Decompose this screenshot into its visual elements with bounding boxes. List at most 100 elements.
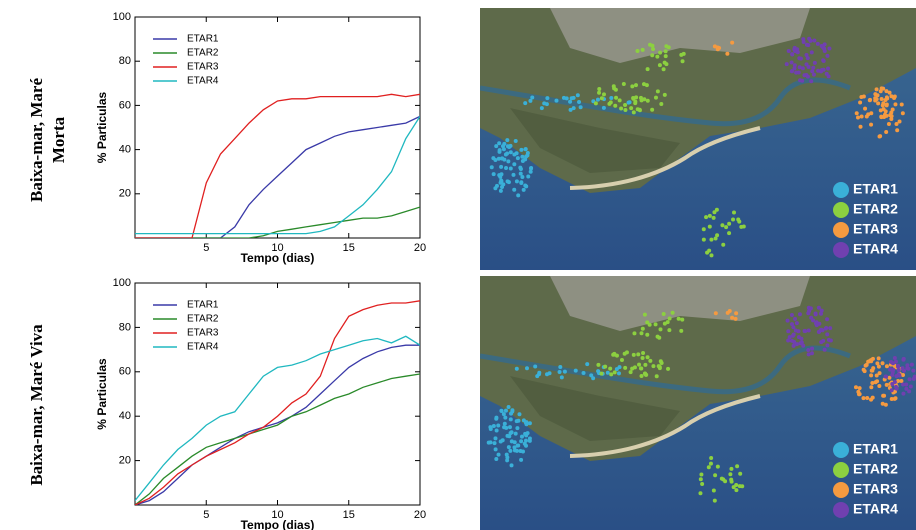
particle [639, 331, 644, 336]
particle [825, 343, 830, 348]
particle [639, 374, 644, 379]
particle [623, 103, 628, 108]
particle [513, 431, 518, 436]
particle [663, 54, 668, 59]
map: ETAR1 ETAR2 ETAR3 ETAR4 [480, 8, 916, 270]
particle [518, 171, 523, 176]
particle [508, 448, 513, 453]
particle [890, 382, 895, 387]
series-line [135, 206, 420, 238]
particle [816, 305, 821, 310]
particle [729, 466, 734, 471]
legend-label: ETAR3 [853, 221, 898, 237]
particle [655, 334, 660, 339]
particle [520, 158, 525, 163]
particle [680, 59, 685, 64]
particle [808, 306, 813, 311]
particle [821, 45, 826, 50]
particle [523, 147, 528, 152]
particle [612, 86, 617, 91]
particle [907, 377, 912, 382]
particle [666, 366, 671, 371]
particle [797, 65, 802, 70]
particle [645, 67, 650, 72]
particle [514, 151, 519, 156]
particle [623, 107, 628, 112]
particle [909, 362, 914, 367]
particle [819, 311, 824, 316]
particle [512, 187, 517, 192]
particle [887, 90, 892, 95]
particle [679, 328, 684, 333]
particle [561, 95, 566, 100]
particle [880, 401, 885, 406]
particle [631, 110, 636, 115]
particle [810, 346, 815, 351]
particle [635, 107, 640, 112]
particle [515, 426, 520, 431]
series-line [135, 93, 420, 238]
particle [665, 320, 670, 325]
particle [904, 382, 909, 387]
particle [518, 166, 523, 171]
particle [708, 461, 713, 466]
particle [506, 180, 511, 185]
particle [643, 372, 648, 377]
particle [877, 371, 882, 376]
particle [491, 172, 496, 177]
particle [650, 43, 655, 48]
particle [873, 380, 878, 385]
particle [628, 370, 633, 375]
particle [806, 328, 811, 333]
particle [605, 370, 610, 375]
particle [554, 98, 559, 103]
particle [715, 233, 720, 238]
particle [901, 382, 906, 387]
legend-label: ETAR4 [187, 76, 219, 87]
particle [709, 237, 714, 242]
particle [519, 434, 524, 439]
particle [889, 396, 894, 401]
particle [525, 150, 530, 155]
particle [591, 376, 596, 381]
particle [501, 182, 506, 187]
particle [796, 335, 801, 340]
particle [812, 38, 817, 43]
particle [784, 62, 789, 67]
particle [699, 472, 704, 477]
legend-label: ETAR4 [187, 342, 219, 353]
particle [900, 111, 905, 116]
particle [786, 329, 791, 334]
particle [905, 363, 910, 368]
particle [645, 320, 650, 325]
particle [492, 441, 497, 446]
particle [787, 335, 792, 340]
particle [815, 41, 820, 46]
particle [724, 225, 729, 230]
particle [800, 66, 805, 71]
particle [608, 366, 613, 371]
particle [597, 90, 602, 95]
particle [662, 60, 667, 65]
legend-label: ETAR3 [187, 328, 219, 339]
particle [728, 472, 733, 477]
particle [573, 368, 578, 373]
particle [528, 169, 533, 174]
particle [638, 366, 643, 371]
particle [806, 43, 811, 48]
particle [711, 215, 716, 220]
particle [636, 352, 641, 357]
particle [569, 96, 574, 101]
particle [878, 108, 883, 113]
particle [504, 425, 509, 430]
particle [593, 101, 598, 106]
particle [857, 386, 862, 391]
particle [510, 408, 515, 413]
particle [493, 447, 498, 452]
particle [513, 138, 518, 143]
particle [855, 115, 860, 120]
particle [653, 322, 658, 327]
particle [504, 166, 509, 171]
particle [821, 338, 826, 343]
plot-area [134, 282, 421, 506]
